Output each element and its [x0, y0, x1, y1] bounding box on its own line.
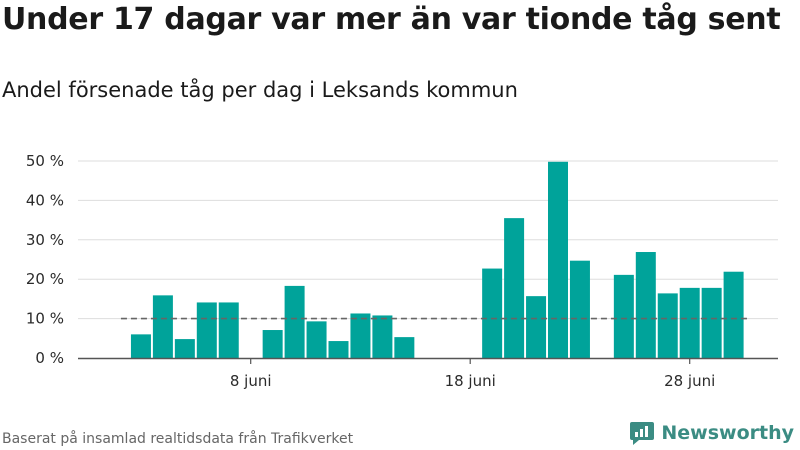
x-tick-label: 28 juni [664, 372, 715, 390]
bar [130, 334, 151, 358]
brand-logo[interactable]: Newsworthy [629, 420, 794, 446]
y-tick-label: 50 % [26, 152, 64, 170]
bar [350, 313, 371, 358]
bar [569, 260, 590, 358]
chart-subtitle: Andel försenade tåg per dag i Leksands k… [2, 78, 518, 102]
x-tick-label: 8 juni [230, 372, 272, 390]
bar [504, 218, 525, 358]
bar [394, 337, 415, 358]
y-tick-label: 0 % [35, 349, 64, 367]
bar [526, 296, 547, 358]
bar [372, 315, 393, 358]
x-axis-ticks: 8 juni 18 juni 28 juni [230, 358, 715, 390]
source-note: Baserat på insamlad realtidsdata från Tr… [2, 431, 354, 447]
bar [284, 285, 305, 358]
bar [152, 295, 173, 358]
bar [701, 287, 722, 358]
bar [657, 293, 678, 358]
bar [635, 252, 656, 358]
brand-name: Newsworthy [661, 422, 794, 444]
bar [548, 161, 568, 358]
bar [306, 321, 327, 358]
y-axis-labels: 0 % 10 % 20 % 30 % 40 % 50 % [26, 152, 64, 367]
bar [482, 268, 503, 358]
bars [130, 161, 744, 358]
y-tick-label: 30 % [26, 231, 64, 249]
bar [196, 302, 217, 358]
y-tick-label: 10 % [26, 310, 64, 328]
bar [613, 274, 634, 358]
bar [328, 341, 349, 358]
y-tick-label: 40 % [26, 191, 64, 209]
bar-chart: 8 juni 18 juni 28 juni 0 % 10 % 20 % 30 % 40 %… [26, 152, 778, 390]
bar [679, 287, 700, 358]
y-tick-label: 20 % [26, 270, 64, 288]
bar [262, 330, 283, 358]
newsworthy-logo-icon [630, 422, 655, 445]
bar [723, 271, 744, 358]
bar [174, 339, 195, 358]
chart-title: Under 17 dagar var mer än var tionde tåg… [2, 2, 781, 37]
x-tick-label: 18 juni [445, 372, 496, 390]
bar [218, 302, 239, 358]
